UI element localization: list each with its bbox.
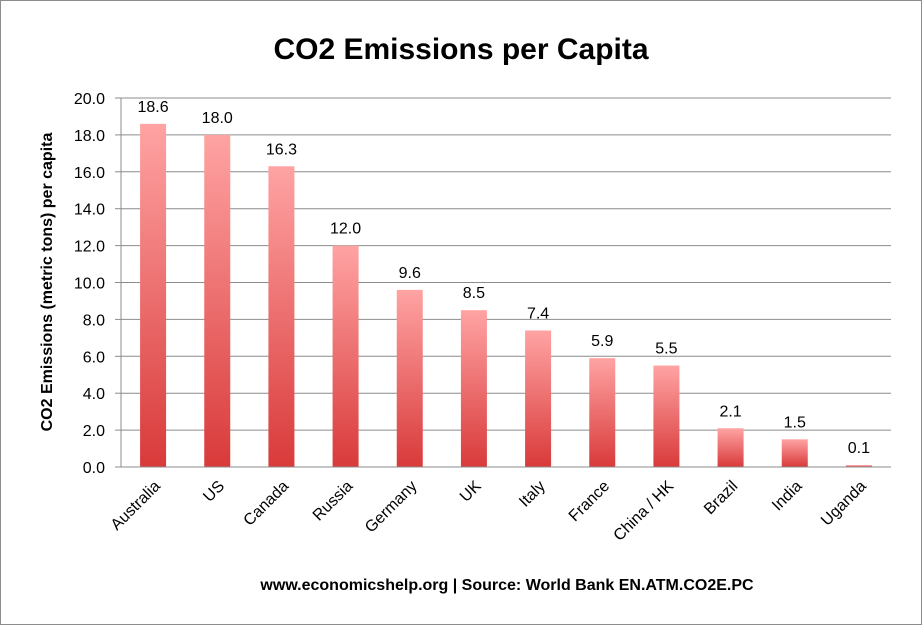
x-tick-label: UK [457, 478, 485, 506]
y-tick-label: 16.0 [74, 165, 105, 182]
y-axis-tick-labels: 0.0 2.0 4.0 6.0 8.0 10.0 12.0 14.0 16.0 18.0 20.0 [74, 91, 105, 477]
bar [653, 365, 680, 467]
data-label: 18.6 [138, 99, 169, 116]
x-tick-label: Russia [310, 478, 357, 525]
chart-title: CO2 Emissions per Capita [273, 33, 648, 66]
data-label: 5.9 [591, 333, 613, 350]
data-label: 18.0 [202, 110, 233, 127]
data-labels: 18.6 18.0 16.3 12.0 9.6 8.5 7.4 5.9 5.5 2.1 1.5 0.1 [138, 99, 871, 457]
x-tick-label: Uganda [818, 478, 870, 530]
bar [396, 289, 423, 467]
data-label: 16.3 [266, 141, 297, 158]
bar [717, 428, 744, 467]
x-tick-label: Germany [362, 478, 421, 537]
y-tick-label: 18.0 [74, 128, 105, 145]
data-label: 9.6 [399, 265, 421, 282]
data-label: 8.5 [463, 285, 485, 302]
x-tick-label: France [566, 478, 613, 525]
y-tick-label: 4.0 [83, 386, 105, 403]
y-tick-label: 10.0 [74, 276, 105, 293]
y-tick-label: 12.0 [74, 239, 105, 256]
y-tick-label: 20.0 [74, 91, 105, 108]
x-tick-label: China / HK [611, 478, 678, 545]
data-label: 5.5 [655, 341, 677, 358]
y-tick-label: 0.0 [83, 460, 105, 477]
bars [140, 123, 872, 467]
y-tick-label: 6.0 [83, 349, 105, 366]
x-tick-label: India [769, 478, 806, 515]
y-axis-label: CO2 Emissions (metric tons) per capita [39, 133, 56, 432]
y-tick-label: 8.0 [83, 312, 105, 329]
bar [525, 330, 552, 467]
gridlines [115, 97, 891, 468]
x-tick-label: Italy [516, 478, 549, 511]
source-note: www.economicshelp.org | Source: World Ba… [259, 577, 754, 594]
x-tick-label: Canada [241, 478, 293, 530]
bar [268, 166, 295, 467]
x-tick-label: Brazil [701, 478, 741, 518]
x-tick-label: Australia [108, 478, 164, 534]
bar [204, 134, 231, 467]
bar [845, 465, 872, 467]
bar [589, 358, 616, 467]
data-label: 0.1 [848, 440, 870, 457]
x-axis-tick-labels: Australia US Canada Russia Germany UK Italy Fra… [108, 478, 870, 545]
bar [781, 439, 808, 467]
bar [332, 245, 359, 467]
data-label: 2.1 [719, 403, 741, 420]
bar [460, 310, 487, 467]
y-tick-label: 2.0 [83, 423, 105, 440]
data-label: 1.5 [784, 414, 806, 431]
data-label: 12.0 [330, 221, 361, 238]
data-label: 7.4 [527, 305, 549, 322]
x-tick-label: US [200, 478, 228, 506]
y-tick-label: 14.0 [74, 202, 105, 219]
bar [140, 123, 167, 467]
